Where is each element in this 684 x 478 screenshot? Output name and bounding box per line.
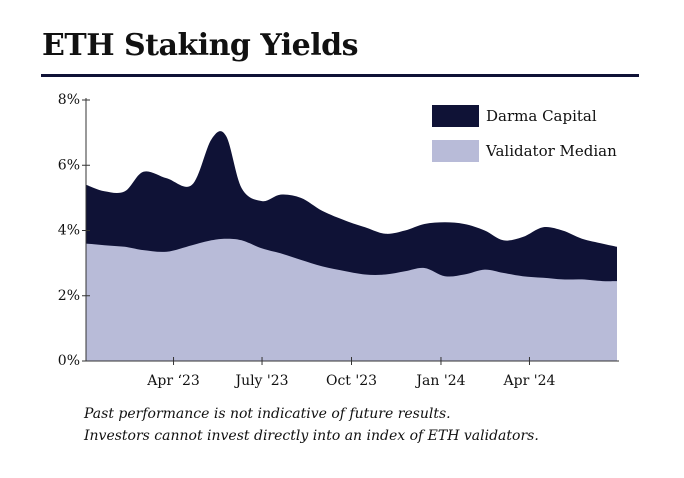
y-tick-label: 6%: [58, 157, 80, 173]
x-tick-label: Apr '24: [503, 373, 556, 389]
footnote-index-disclaimer: Investors cannot invest directly into an…: [84, 428, 539, 444]
area-validator-median: [86, 238, 617, 361]
legend-swatch: [432, 105, 479, 127]
y-tick-label: 4%: [58, 223, 80, 239]
y-tick-label: 8%: [58, 92, 80, 108]
x-tick-label: Oct '23: [326, 373, 377, 389]
x-tick-label: July '23: [233, 373, 288, 389]
footnote-past-performance: Past performance is not indicative of fu…: [84, 406, 451, 422]
legend-label: Validator Median: [485, 142, 617, 160]
legend-swatch: [432, 140, 479, 162]
legend-label: Darma Capital: [486, 107, 597, 125]
y-tick-label: 2%: [58, 288, 80, 304]
y-tick-label: 0%: [58, 353, 80, 369]
chart-title: ETH Staking Yields: [42, 28, 359, 63]
title-divider: [41, 74, 639, 77]
x-tick-label: Jan '24: [414, 373, 465, 389]
x-tick-label: Apr ‘23: [146, 373, 199, 389]
